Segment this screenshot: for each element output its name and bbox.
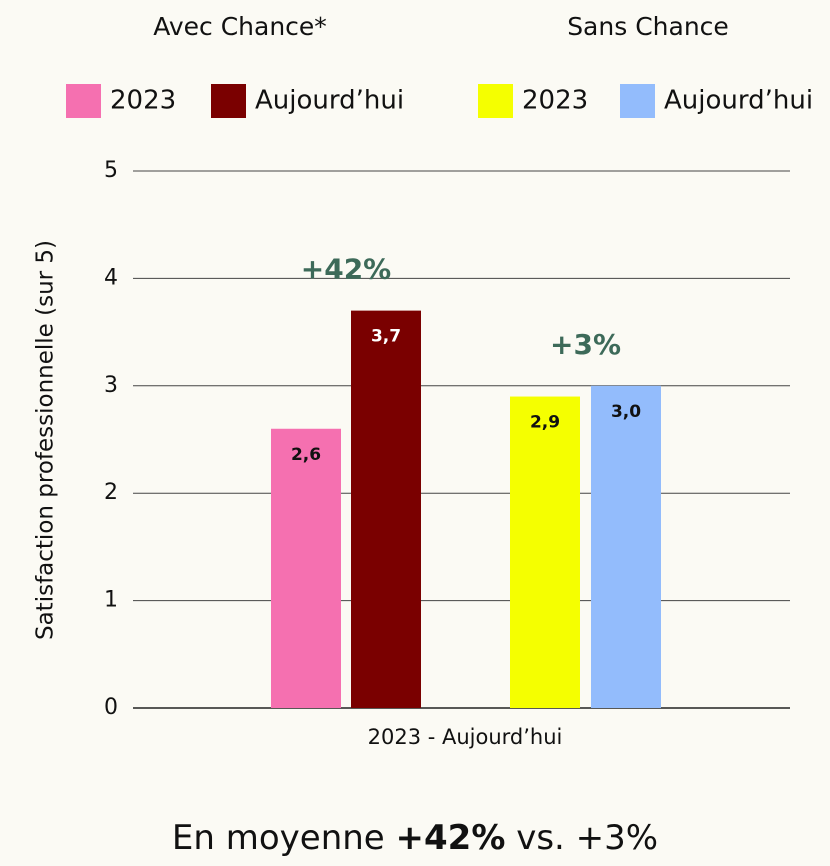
data-label: 3,7 <box>371 327 401 347</box>
y-tick-label: 4 <box>104 265 118 290</box>
footer-text: vs. +3% <box>516 818 659 858</box>
y-tick-label: 3 <box>104 373 118 398</box>
data-label: 3,0 <box>611 402 641 422</box>
legend-swatch <box>620 84 655 118</box>
y-tick-label: 0 <box>104 695 118 720</box>
bar <box>510 396 580 708</box>
annotation: +42% <box>301 253 391 286</box>
bar <box>271 428 341 708</box>
y-axis-label: Satisfaction professionnelle (sur 5) <box>33 240 59 640</box>
legend-label: Aujourd’hui <box>664 86 813 116</box>
footer-highlight: +42% <box>395 818 506 858</box>
legend-swatch <box>66 84 101 118</box>
bar <box>351 310 421 708</box>
legend-swatch <box>211 84 246 118</box>
y-tick-label: 1 <box>104 588 118 613</box>
chart: Avec Chance* Sans Chance Satisfaction pr… <box>33 12 814 749</box>
data-label: 2,6 <box>291 445 321 465</box>
x-tick-label: 2023 - Aujourd’hui <box>368 725 563 749</box>
annotation: +3% <box>550 328 621 361</box>
y-tick-label: 5 <box>104 158 118 183</box>
legend-group-title: Sans Chance <box>567 12 729 41</box>
legend-label: 2023 <box>110 86 176 116</box>
legend-label: Aujourd’hui <box>255 86 404 116</box>
footer-text: En moyenne <box>171 818 385 858</box>
y-tick-label: 2 <box>104 480 118 505</box>
legend-swatch <box>478 84 513 118</box>
footer: En moyenne +42% vs. +3% <box>0 818 830 858</box>
legend-group-title: Avec Chance* <box>153 12 327 41</box>
data-label: 2,9 <box>530 413 560 433</box>
legend-label: 2023 <box>522 86 588 116</box>
bar <box>591 385 661 708</box>
